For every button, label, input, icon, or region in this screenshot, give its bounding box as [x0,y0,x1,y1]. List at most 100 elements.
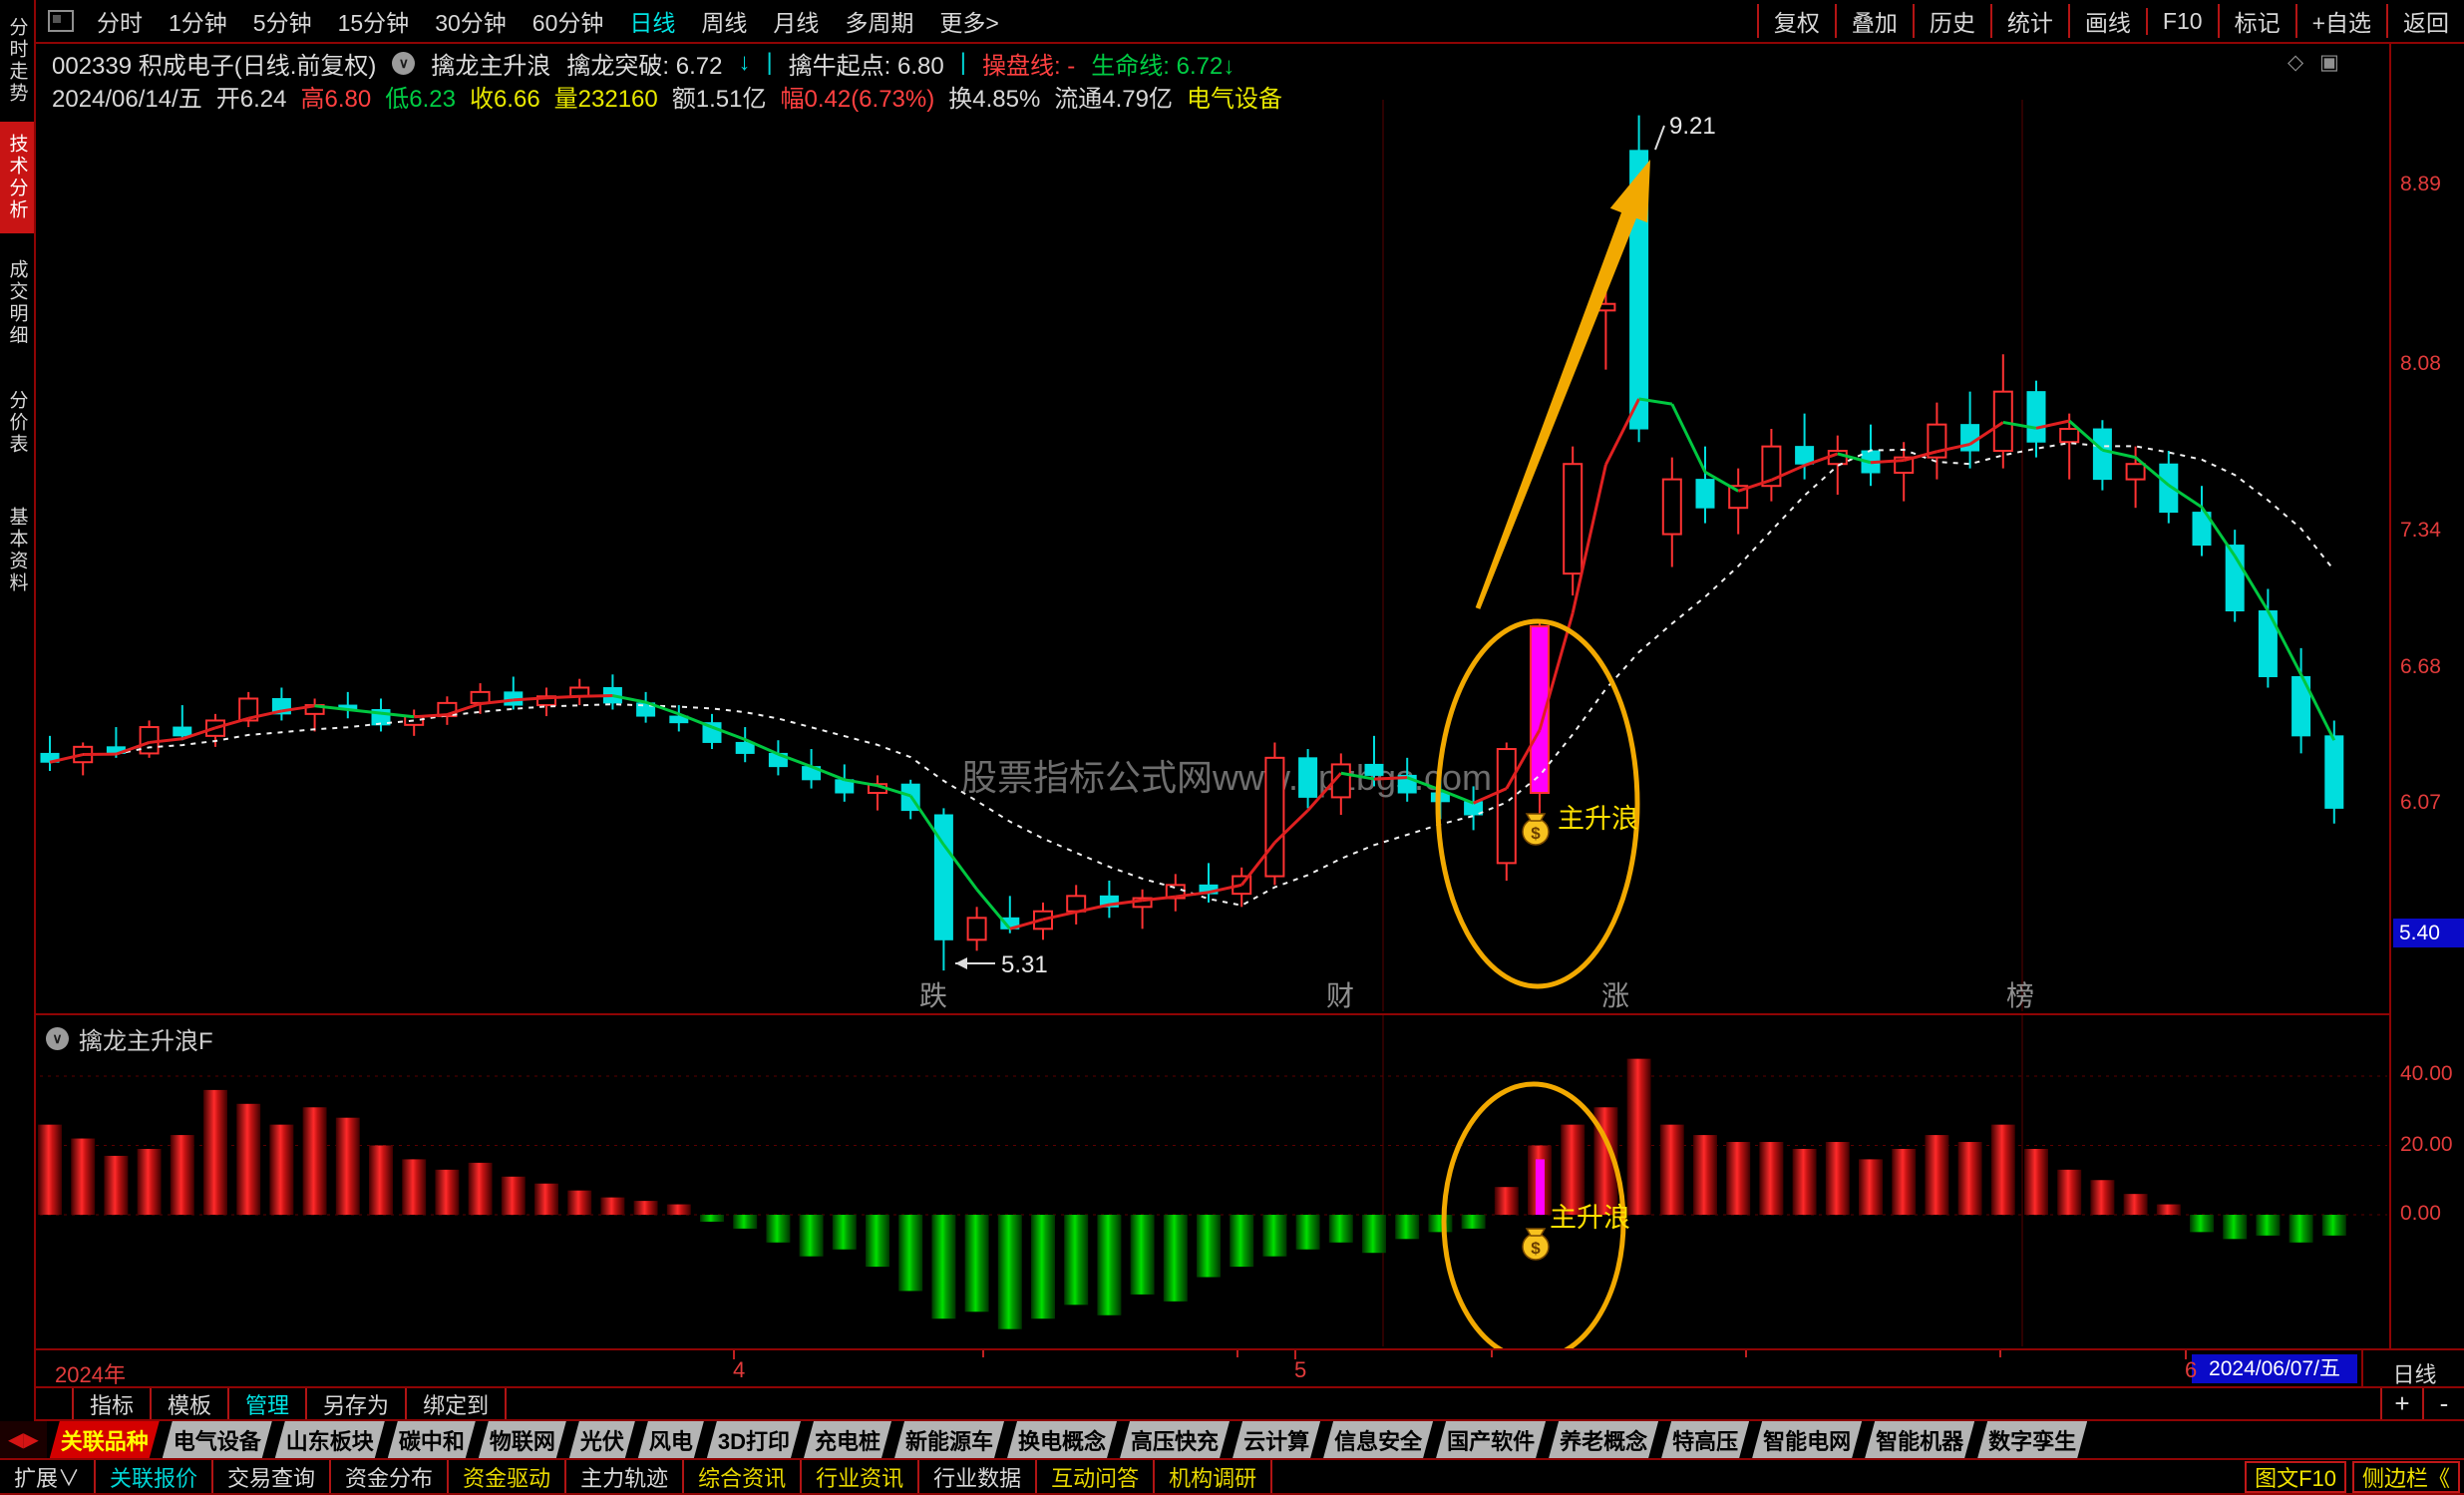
bottom-item-5[interactable]: 综合资讯 [684,1460,803,1493]
sector-tab-0[interactable]: 电气设备 [163,1421,272,1458]
topbar-action-4[interactable]: 画线 [2067,4,2146,38]
info-segment-7: 幅0.42(6.73%) [780,85,935,113]
menu-item-8[interactable]: 月线 [773,10,820,36]
sector-tab-9[interactable]: 换电概念 [1007,1421,1117,1458]
sector-tab-10[interactable]: 高压快充 [1120,1421,1230,1458]
axis-minor-tick [982,1350,984,1357]
sector-tab-16[interactable]: 智能电网 [1752,1421,1862,1458]
sector-tab-15[interactable]: 特高压 [1661,1421,1749,1458]
sidebar-tab-0[interactable]: 分时走势 [6,17,28,105]
sidebar-tab-3[interactable]: 分价表 [6,390,28,456]
sector-tab-active[interactable]: 关联品种 [50,1421,160,1458]
menu-item-6[interactable]: 日线 [629,10,676,36]
sector-tab-1[interactable]: 山东板块 [275,1421,385,1458]
info-segment-6: 擒牛起点: 6.80 [788,52,944,80]
menu-item-1[interactable]: 1分钟 [169,10,227,36]
bottom-item-4[interactable]: 主力轨迹 [566,1460,685,1493]
candlestick-chart[interactable]: 股票指标公式网www.gpzbgs.com跌财涨榜 9.215.31$$主升浪主… [36,44,2389,1348]
axis-label-8.89: 8.89 [2400,173,2441,195]
menu-item-5[interactable]: 60分钟 [531,10,604,36]
peak-price-label: 9.21 [1669,113,1716,140]
sector-tab-17[interactable]: 智能机器 [1865,1421,1974,1458]
sidebar-tab-2[interactable]: 成交明细 [6,259,28,347]
sector-tab-4[interactable]: 光伏 [569,1421,635,1458]
bottom-right-buttons: 图文F10 侧边栏《 [2245,1460,2464,1493]
bottom-item-6[interactable]: 行业资讯 [802,1460,920,1493]
indicator-toolbar: 指标 模板 管理 另存为 绑定到 + - [36,1388,2464,1421]
bottom-item-7[interactable]: 行业数据 [919,1460,1038,1493]
zoom-out-button[interactable]: - [2422,1388,2464,1419]
toolbar-item-0[interactable]: 指标 [72,1388,153,1419]
diamond-icon[interactable]: ◇ [2288,51,2304,74]
bottom-item-8[interactable]: 互动问答 [1037,1460,1156,1493]
menu-item-0[interactable]: 分时 [97,10,143,36]
menu-item-2[interactable]: 5分钟 [252,10,312,36]
sector-tab-3[interactable]: 物联网 [479,1421,566,1458]
sector-tab-12[interactable]: 信息安全 [1323,1421,1433,1458]
moving-average-lines [49,397,2336,931]
year-label: 2024年 [55,1362,126,1387]
sector-tab-2[interactable]: 碳中和 [388,1421,476,1458]
sector-tab-11[interactable]: 云计算 [1232,1421,1320,1458]
price-axis-highlight: 5.40 [2393,919,2464,947]
sector-tab-8[interactable]: 新能源车 [894,1421,1004,1458]
bottom-right-button-1[interactable]: 侧边栏《 [2351,1460,2460,1493]
left-sidebar: 分时走势技术分析成交明细分价表基本资料 [0,0,36,1421]
toolbar-item-4[interactable]: 绑定到 [407,1388,508,1419]
period-label: 日线 [2392,1362,2437,1387]
toolbar-item-3[interactable]: 另存为 [307,1388,408,1419]
topbar-action-3[interactable]: 统计 [1989,4,2068,38]
bottom-item-3[interactable]: 资金驱动 [449,1460,567,1493]
axis-label-6.68: 6.68 [2400,655,2441,678]
expand-button[interactable]: 扩展∨ [0,1460,97,1493]
topbar-action-5[interactable]: F10 [2145,7,2218,35]
axis-label-20.00: 20.00 [2400,1133,2453,1156]
price-axis: 5.40 8.89 8.08 7.34 6.68 6.07 40.00 20.00 0.00 [2389,44,2464,1388]
date-axis-separator [2361,1350,2363,1386]
menu-item-7[interactable]: 周线 [701,10,748,36]
svg-text:榜: 榜 [2006,980,2034,1011]
topbar-action-1[interactable]: 叠加 [1834,4,1913,38]
menu-item-4[interactable]: 30分钟 [435,10,507,36]
bottom-item-2[interactable]: 资金分布 [331,1460,450,1493]
period-menu: 分时 1分钟 5分钟 15分钟 30分钟 60分钟 日线 周线 月线 多周期 更多> [84,0,1012,42]
topbar-action-7[interactable]: +自选 [2294,4,2386,38]
sidebar-tab-4[interactable]: 基本资料 [6,507,28,594]
bottom-item-1[interactable]: 交易查询 [213,1460,332,1493]
zoom-in-button[interactable]: + [2380,1388,2422,1419]
topbar-action-6[interactable]: 标记 [2217,4,2295,38]
bottom-item-0[interactable]: 关联报价 [96,1460,214,1493]
sector-tab-13[interactable]: 国产软件 [1436,1421,1546,1458]
axis-label-7.34: 7.34 [2400,519,2441,542]
sector-tab-14[interactable]: 养老概念 [1549,1421,1658,1458]
money-bag-icon: $ [1522,813,1550,846]
info-segment-6: 额1.51亿 [671,85,767,113]
chevron-circle-icon[interactable]: ∨ [392,51,416,75]
sector-tab-5[interactable]: 风电 [638,1421,704,1458]
info-segment-9: 流通4.79亿 [1054,85,1174,113]
watermark: 股票指标公式网www.gpzbgs.com跌财涨榜 [919,757,2034,1011]
system-menu-icon[interactable] [48,10,74,32]
chevron-circle-icon[interactable]: ∨ [46,1027,69,1050]
panel-divider[interactable] [36,1013,2464,1015]
menu-item-9[interactable]: 多周期 [845,10,914,36]
toolbar-item-2[interactable]: 管理 [229,1388,308,1419]
topbar-action-2[interactable]: 历史 [1912,4,1990,38]
tab-scroll-arrows[interactable]: ◀▶ [0,1421,47,1458]
sidebar-tab-1[interactable]: 技术分析 [0,122,34,233]
maximize-pane-icon[interactable]: ▣ [2319,51,2339,74]
info-segment-0: 2024/06/14/五 [52,85,202,113]
svg-text:$: $ [1531,824,1541,843]
bottom-right-button-0[interactable]: 图文F10 [2245,1460,2346,1493]
sector-tab-18[interactable]: 数字孪生 [1977,1421,2087,1458]
bottom-item-9[interactable]: 机构调研 [1155,1460,1273,1493]
sector-tab-7[interactable]: 充电桩 [804,1421,891,1458]
toolbar-item-1[interactable]: 模板 [152,1388,230,1419]
topbar-action-0[interactable]: 复权 [1756,4,1835,38]
signal-label-sub: 主升浪 [1550,1203,1630,1233]
topbar-action-8[interactable]: 返回 [2386,4,2464,38]
menu-item-3[interactable]: 15分钟 [337,10,410,36]
menu-item-10[interactable]: 更多> [939,10,999,36]
sector-tab-6[interactable]: 3D打印 [707,1421,801,1458]
